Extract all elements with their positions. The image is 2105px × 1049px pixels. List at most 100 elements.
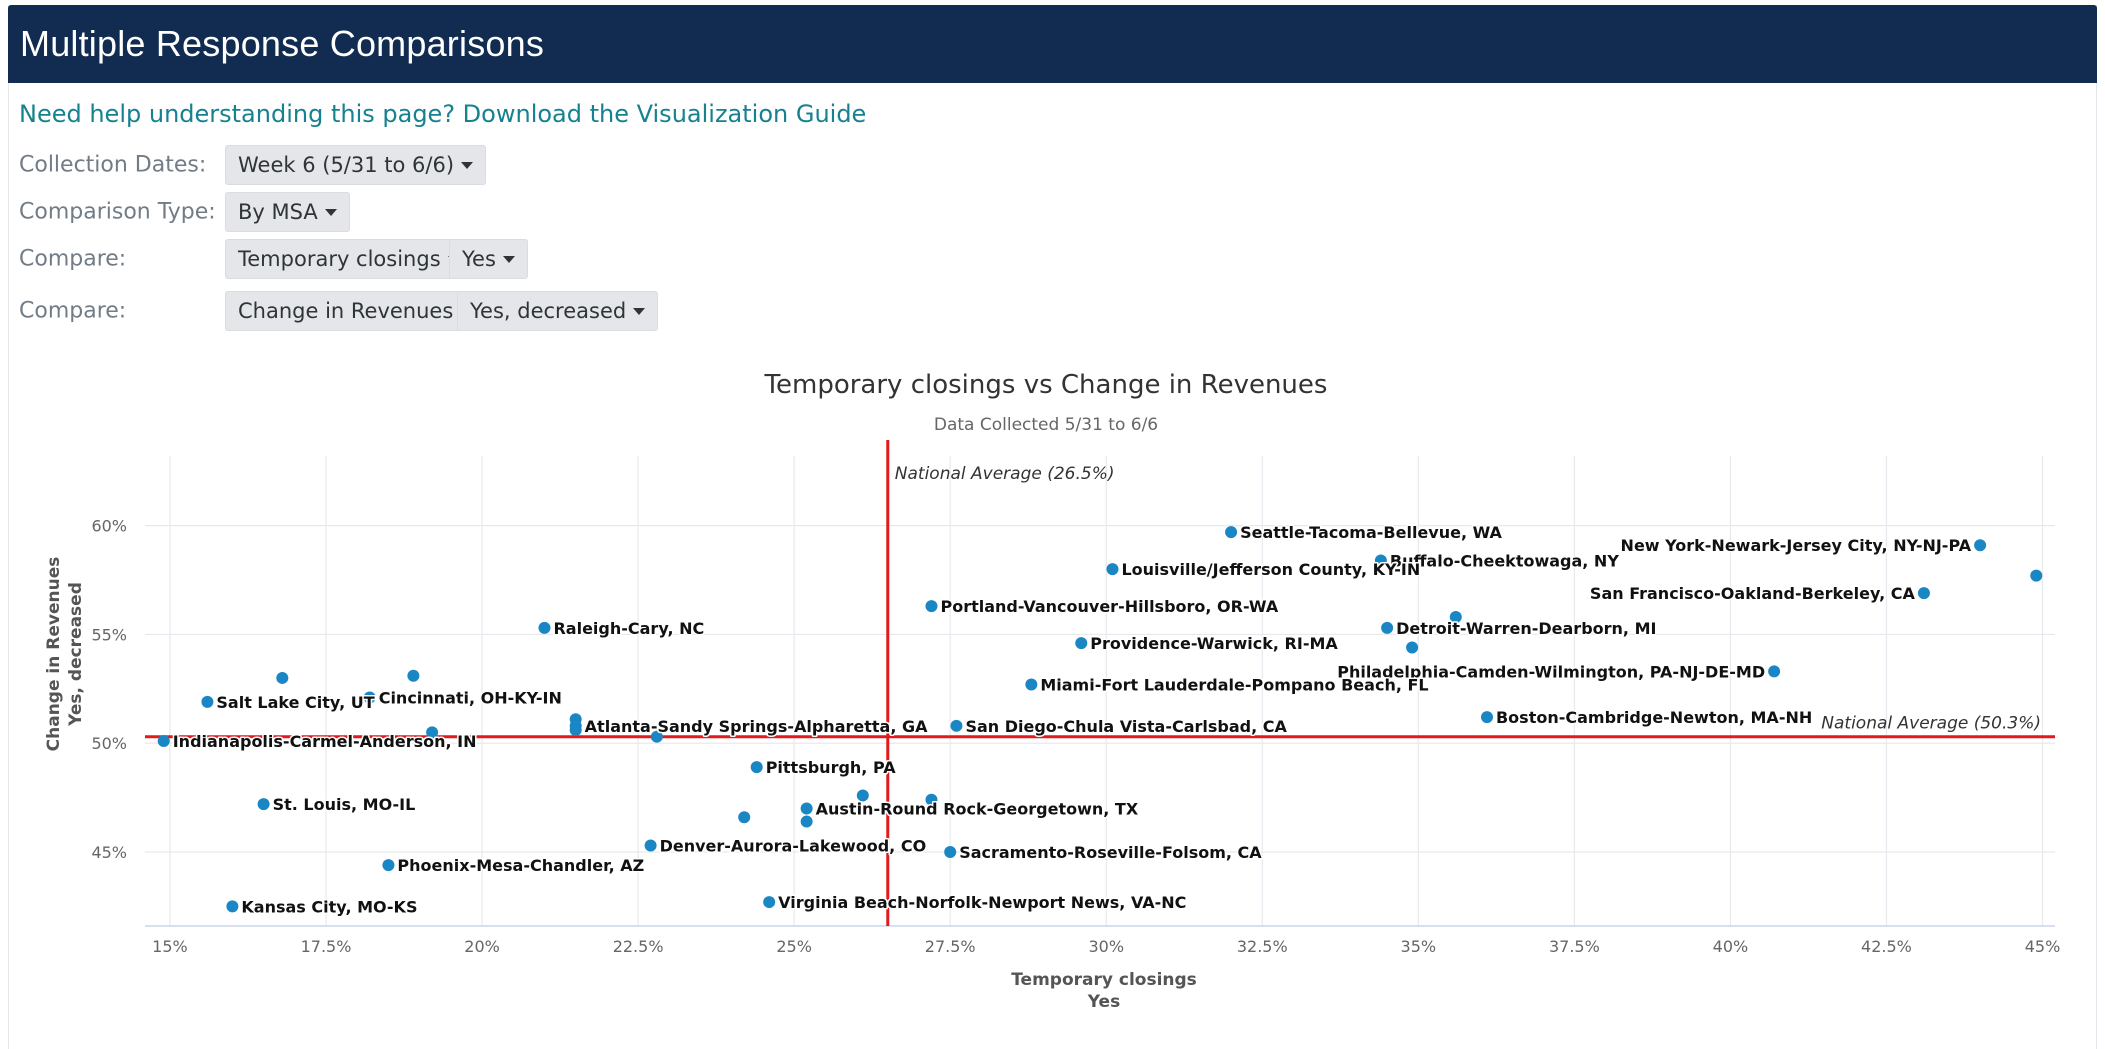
data-point-label: Buffalo-Cheektowaga, NY [1390,551,1619,570]
data-point-label: Indianapolis-Carmel-Anderson, IN [173,732,477,751]
x-tick-label: 32.5% [1237,937,1288,956]
data-point[interactable] [763,896,776,909]
compare-x-label: Compare: [19,246,127,272]
x-tick-label: 22.5% [613,937,664,956]
data-point[interactable] [426,726,439,739]
data-point-label: Miami-Fort Lauderdale-Pompano Beach, FL [1040,675,1428,694]
data-point[interactable] [226,900,239,913]
x-tick-label: 30% [1088,937,1124,956]
x-tick-label: 35% [1401,937,1437,956]
data-point[interactable] [1106,563,1119,576]
data-point-label: Sacramento-Roseville-Folsom, CA [959,843,1262,862]
data-point[interactable] [363,691,376,704]
compare-y-response-value: Yes, decreased [470,299,627,323]
compare-x-question-dropdown[interactable]: Temporary closings [225,239,473,279]
y-axis-title: Change in Revenues [44,557,64,752]
data-point[interactable] [407,669,420,682]
data-point[interactable] [1381,621,1394,634]
x-axis-ticks: 15% 17.5% 20% 22.5% 25% 27.5% 30% 32.5% 35% 37.5%… [152,937,2060,956]
data-point[interactable] [644,839,657,852]
chart-subtitle: Data Collected 5/31 to 6/6 [934,415,1158,435]
data-point-label: Portland-Vancouver-Hillsboro, OR-WA [940,597,1278,616]
data-point[interactable] [157,735,170,748]
data-point-label: Philadelphia-Camden-Wilmington, PA-NJ-DE… [1337,662,1765,681]
compare-y-response-dropdown[interactable]: Yes, decreased [457,291,659,331]
y-axis-ticks: 45% 50% 55% 60% [91,517,127,862]
x-tick-label: 27.5% [925,937,976,956]
data-point-label: Boston-Cambridge-Newton, MA-NH [1496,708,1812,727]
data-point-label: Seattle-Tacoma-Bellevue, WA [1240,523,1502,542]
data-point-label: Raleigh-Cary, NC [553,619,704,638]
data-point[interactable] [1917,587,1930,600]
data-point-label: Denver-Aurora-Lakewood, CO [660,836,927,855]
scatter-chart: Temporary closings vs Change in Revenues… [44,370,2060,1012]
data-point[interactable] [276,671,289,684]
data-point[interactable] [1075,637,1088,650]
data-point[interactable] [1768,665,1781,678]
compare-y-question-dropdown[interactable]: Change in Revenues [225,291,486,331]
national-average-lines: National Average (26.5%) National Averag… [145,440,2055,926]
y-axis-subtitle: Yes, decreased [66,582,86,727]
x-tick-label: 40% [1713,937,1749,956]
data-point[interactable] [382,859,395,872]
data-point[interactable] [800,815,813,828]
data-point-label: San Diego-Chula Vista-Carlsbad, CA [965,717,1287,736]
x-tick-label: 15% [152,937,188,956]
chart-title: Temporary closings vs Change in Revenues [764,370,1328,400]
data-point-label: Salt Lake City, UT [216,693,374,712]
data-point[interactable] [925,793,938,806]
data-point-label: Austin-Round Rock-Georgetown, TX [816,800,1139,819]
data-point[interactable] [1449,611,1462,624]
data-points [157,526,2043,913]
visualization-guide-link[interactable]: Need help understanding this page? Downl… [19,100,867,128]
comparison-type-label: Comparison Type: [19,199,216,225]
data-point[interactable] [650,730,663,743]
x-tick-label: 45% [2025,937,2061,956]
data-point[interactable] [1225,526,1238,539]
compare-y-question-value: Change in Revenues [238,299,454,323]
data-point[interactable] [950,719,963,732]
national-average-x-label: National Average (26.5%) [895,464,1115,484]
comparison-type-value: By MSA [238,200,318,224]
data-point[interactable] [538,621,551,634]
x-tick-label: 20% [464,937,500,956]
data-point[interactable] [201,695,214,708]
x-tick-label: 42.5% [1861,937,1912,956]
data-point[interactable] [569,724,582,737]
data-point-label: Cincinnati, OH-KY-IN [379,689,562,708]
data-point[interactable] [800,802,813,815]
compare-y-label: Compare: [19,298,127,324]
data-point[interactable] [738,811,751,824]
compare-x-response-dropdown[interactable]: Yes [449,239,528,279]
comparison-type-dropdown[interactable]: By MSA [225,192,350,232]
chart-grid [145,456,2055,927]
compare-x-question-value: Temporary closings [238,247,441,271]
y-tick-label: 55% [91,625,127,644]
data-point[interactable] [1406,641,1419,654]
caret-down-icon [461,161,474,169]
data-point[interactable] [1974,539,1987,552]
data-point[interactable] [257,798,270,811]
collection-dates-dropdown[interactable]: Week 6 (5/31 to 6/6) [225,145,487,185]
y-tick-label: 60% [91,517,127,536]
data-point[interactable] [2030,569,2043,582]
data-point[interactable] [1374,554,1387,567]
data-point-label: San Francisco-Oakland-Berkeley, CA [1590,584,1916,603]
data-point[interactable] [750,761,763,774]
data-point-label: Virginia Beach-Norfolk-Newport News, VA-… [778,893,1186,912]
page-title: Multiple Response Comparisons [20,23,545,64]
collection-dates-value: Week 6 (5/31 to 6/6) [238,153,455,177]
data-point[interactable] [856,789,869,802]
data-point[interactable] [1025,678,1038,691]
data-point-label: St. Louis, MO-IL [273,795,416,814]
collection-dates-label: Collection Dates: [19,152,207,178]
data-point[interactable] [1480,711,1493,724]
data-point[interactable] [944,846,957,859]
caret-down-icon [502,255,515,263]
page-frame [8,5,2097,1049]
data-point-label: Louisville/Jefferson County, KY-IN [1121,560,1420,579]
x-axis-subtitle: Yes [1087,992,1120,1012]
data-point[interactable] [925,600,938,613]
data-point-labels: Seattle-Tacoma-Bellevue, WA New York-Newa… [171,522,1973,918]
data-point-label: Atlanta-Sandy Springs-Alpharetta, GA [585,717,928,736]
